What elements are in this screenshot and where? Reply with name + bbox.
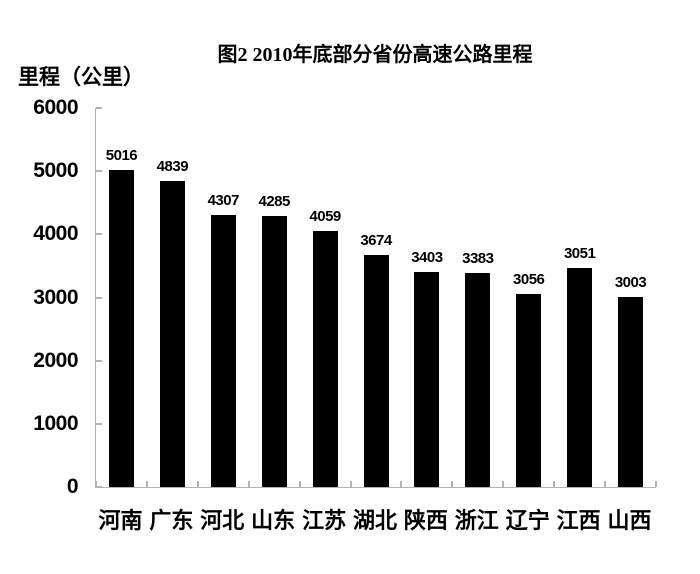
bar bbox=[618, 297, 644, 487]
bar bbox=[567, 268, 593, 487]
x-tick bbox=[502, 481, 505, 487]
x-tick bbox=[655, 481, 657, 487]
bar bbox=[159, 181, 185, 487]
x-tick bbox=[298, 481, 301, 487]
y-tick-label: 1000 bbox=[33, 411, 78, 435]
category-label: 河北 bbox=[200, 508, 245, 533]
plot-area: 5016 4839 4307 4285 4059 3674 3403 3383 3056 3051… bbox=[95, 107, 657, 488]
category-label: 广东 bbox=[149, 508, 194, 533]
category-label: 江苏 bbox=[302, 508, 347, 533]
bar-value-label: 3674 bbox=[360, 232, 392, 249]
bar-value-label: 4285 bbox=[258, 193, 290, 210]
category-label: 辽宁 bbox=[505, 508, 550, 533]
y-tick bbox=[96, 296, 102, 299]
category-label: 陕西 bbox=[403, 508, 448, 533]
bar bbox=[261, 216, 287, 487]
y-tick bbox=[96, 422, 102, 425]
y-tick bbox=[96, 107, 102, 109]
x-tick bbox=[553, 481, 556, 487]
x-tick bbox=[604, 481, 607, 487]
y-tick bbox=[96, 486, 102, 488]
bar bbox=[312, 231, 338, 487]
y-tick-label: 0 bbox=[66, 475, 79, 498]
y-tick-label: 6000 bbox=[33, 96, 78, 119]
bar-value-label: 5016 bbox=[105, 147, 138, 164]
chart-title: 图2 2010年底部分省份高速公路里程 bbox=[217, 44, 533, 66]
y-tick-label: 3000 bbox=[33, 285, 78, 309]
bar-value-label: 3403 bbox=[411, 249, 443, 266]
bar bbox=[210, 215, 236, 487]
category-label: 湖北 bbox=[352, 508, 397, 533]
bar bbox=[414, 272, 440, 487]
category-label: 山东 bbox=[251, 508, 296, 533]
bar-value-label: 3051 bbox=[563, 245, 596, 262]
x-tick bbox=[349, 481, 352, 487]
y-axis-title: 里程（公里） bbox=[18, 65, 144, 89]
bar-value-label: 3383 bbox=[462, 250, 494, 267]
x-tick bbox=[451, 481, 454, 487]
y-tick bbox=[96, 233, 102, 236]
y-tick-label: 2000 bbox=[33, 348, 78, 372]
y-tick bbox=[96, 359, 102, 362]
bar-value-label: 3003 bbox=[614, 274, 647, 291]
y-tick bbox=[96, 170, 102, 173]
category-label: 浙江 bbox=[454, 508, 499, 533]
category-label: 江西 bbox=[556, 508, 601, 533]
x-tick bbox=[247, 481, 250, 487]
bar-value-label: 4839 bbox=[156, 158, 189, 175]
x-tick bbox=[145, 481, 148, 487]
x-tick bbox=[196, 481, 199, 487]
bar-value-label: 4307 bbox=[207, 192, 240, 209]
y-tick-label: 4000 bbox=[33, 222, 78, 246]
x-tick bbox=[400, 481, 403, 487]
bar-value-label: 3056 bbox=[513, 271, 545, 288]
category-label: 河南 bbox=[98, 508, 143, 533]
x-tick bbox=[95, 481, 97, 487]
category-label: 山西 bbox=[607, 508, 652, 533]
bar-value-label: 4059 bbox=[309, 208, 341, 225]
bar bbox=[465, 273, 491, 487]
bar bbox=[108, 170, 134, 487]
y-tick-label: 5000 bbox=[33, 159, 78, 183]
bar bbox=[516, 294, 542, 487]
bar bbox=[363, 255, 389, 487]
